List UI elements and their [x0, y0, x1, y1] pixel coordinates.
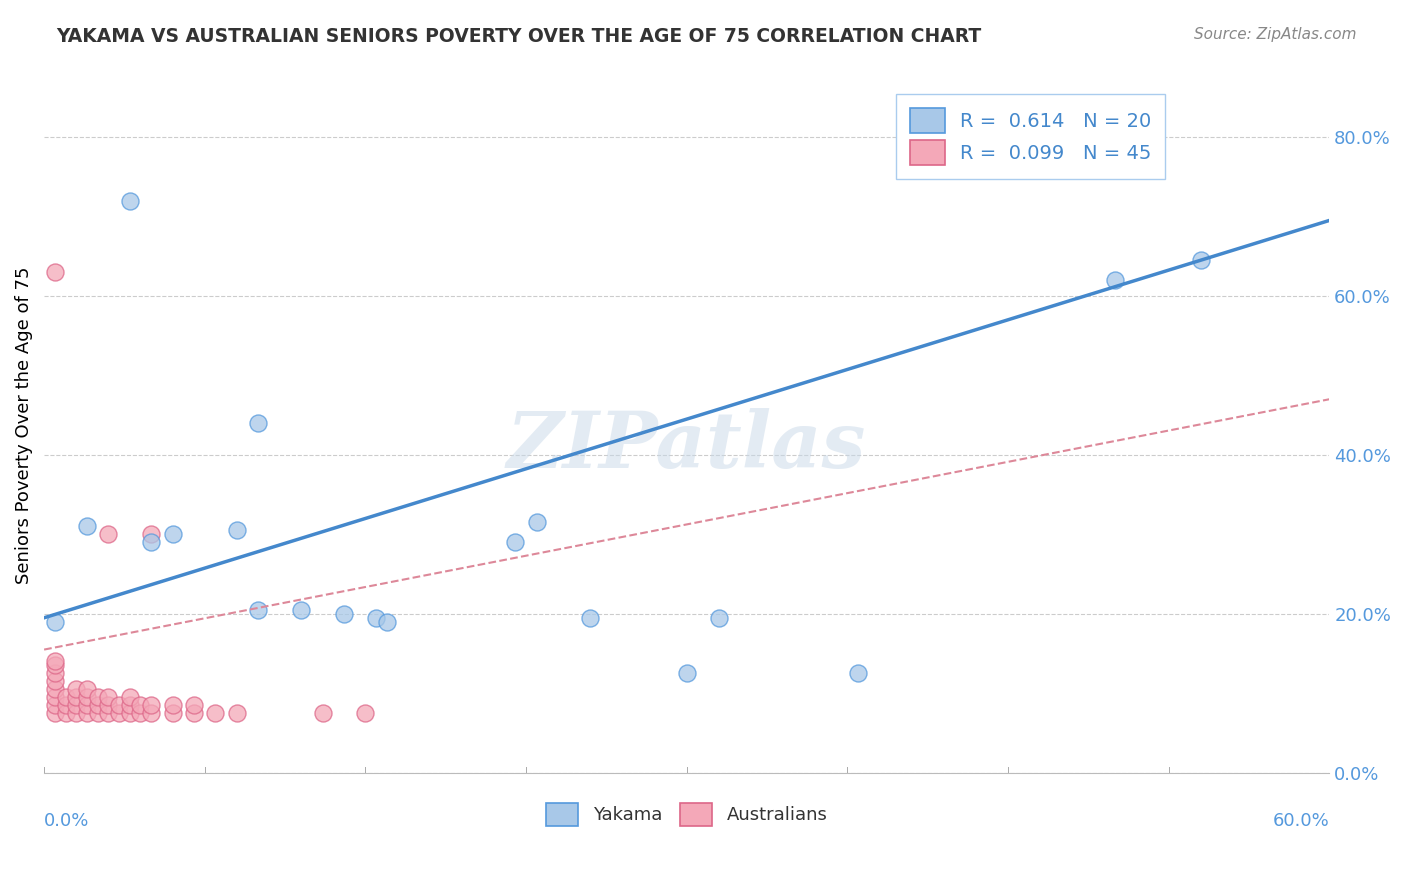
- Point: [526, 516, 548, 530]
- Point: [204, 706, 226, 720]
- Point: [86, 706, 108, 720]
- Point: [44, 690, 66, 705]
- Point: [141, 535, 163, 549]
- Point: [162, 698, 184, 713]
- Point: [44, 658, 66, 673]
- Point: [44, 666, 66, 681]
- Point: [225, 524, 247, 538]
- Point: [141, 698, 163, 713]
- Point: [86, 698, 108, 713]
- Point: [97, 706, 120, 720]
- Point: [76, 706, 98, 720]
- Point: [118, 194, 141, 208]
- Point: [183, 698, 205, 713]
- Point: [118, 706, 141, 720]
- Point: [1104, 273, 1126, 287]
- Point: [65, 682, 87, 697]
- Point: [141, 527, 163, 541]
- Point: [44, 615, 66, 629]
- Point: [44, 682, 66, 697]
- Text: 0.0%: 0.0%: [44, 812, 90, 830]
- Point: [162, 527, 184, 541]
- Point: [97, 527, 120, 541]
- Point: [579, 611, 602, 625]
- Point: [76, 519, 98, 533]
- Point: [108, 698, 131, 713]
- Point: [65, 698, 87, 713]
- Y-axis label: Seniors Poverty Over the Age of 75: Seniors Poverty Over the Age of 75: [15, 267, 32, 584]
- Point: [225, 706, 247, 720]
- Point: [44, 674, 66, 689]
- Point: [247, 416, 270, 430]
- Point: [44, 265, 66, 279]
- Point: [375, 615, 398, 629]
- Point: [44, 706, 66, 720]
- Point: [366, 611, 388, 625]
- Point: [290, 603, 312, 617]
- Point: [86, 690, 108, 705]
- Point: [141, 706, 163, 720]
- Point: [97, 698, 120, 713]
- Point: [44, 698, 66, 713]
- Point: [76, 682, 98, 697]
- Point: [55, 690, 77, 705]
- Point: [1189, 253, 1212, 268]
- Text: YAKAMA VS AUSTRALIAN SENIORS POVERTY OVER THE AGE OF 75 CORRELATION CHART: YAKAMA VS AUSTRALIAN SENIORS POVERTY OVE…: [56, 27, 981, 45]
- Point: [108, 706, 131, 720]
- Legend: Yakama, Australians: Yakama, Australians: [538, 796, 835, 833]
- Point: [76, 690, 98, 705]
- Point: [311, 706, 333, 720]
- Point: [65, 706, 87, 720]
- Point: [76, 698, 98, 713]
- Point: [118, 690, 141, 705]
- Text: 60.0%: 60.0%: [1272, 812, 1329, 830]
- Point: [129, 706, 152, 720]
- Point: [707, 611, 730, 625]
- Point: [846, 666, 869, 681]
- Point: [65, 690, 87, 705]
- Point: [97, 690, 120, 705]
- Point: [118, 698, 141, 713]
- Text: Source: ZipAtlas.com: Source: ZipAtlas.com: [1194, 27, 1357, 42]
- Point: [55, 698, 77, 713]
- Point: [129, 698, 152, 713]
- Point: [44, 655, 66, 669]
- Point: [505, 535, 527, 549]
- Point: [675, 666, 697, 681]
- Point: [333, 607, 356, 621]
- Text: ZIPatlas: ZIPatlas: [508, 408, 866, 484]
- Point: [183, 706, 205, 720]
- Point: [247, 603, 270, 617]
- Point: [55, 706, 77, 720]
- Point: [354, 706, 377, 720]
- Point: [162, 706, 184, 720]
